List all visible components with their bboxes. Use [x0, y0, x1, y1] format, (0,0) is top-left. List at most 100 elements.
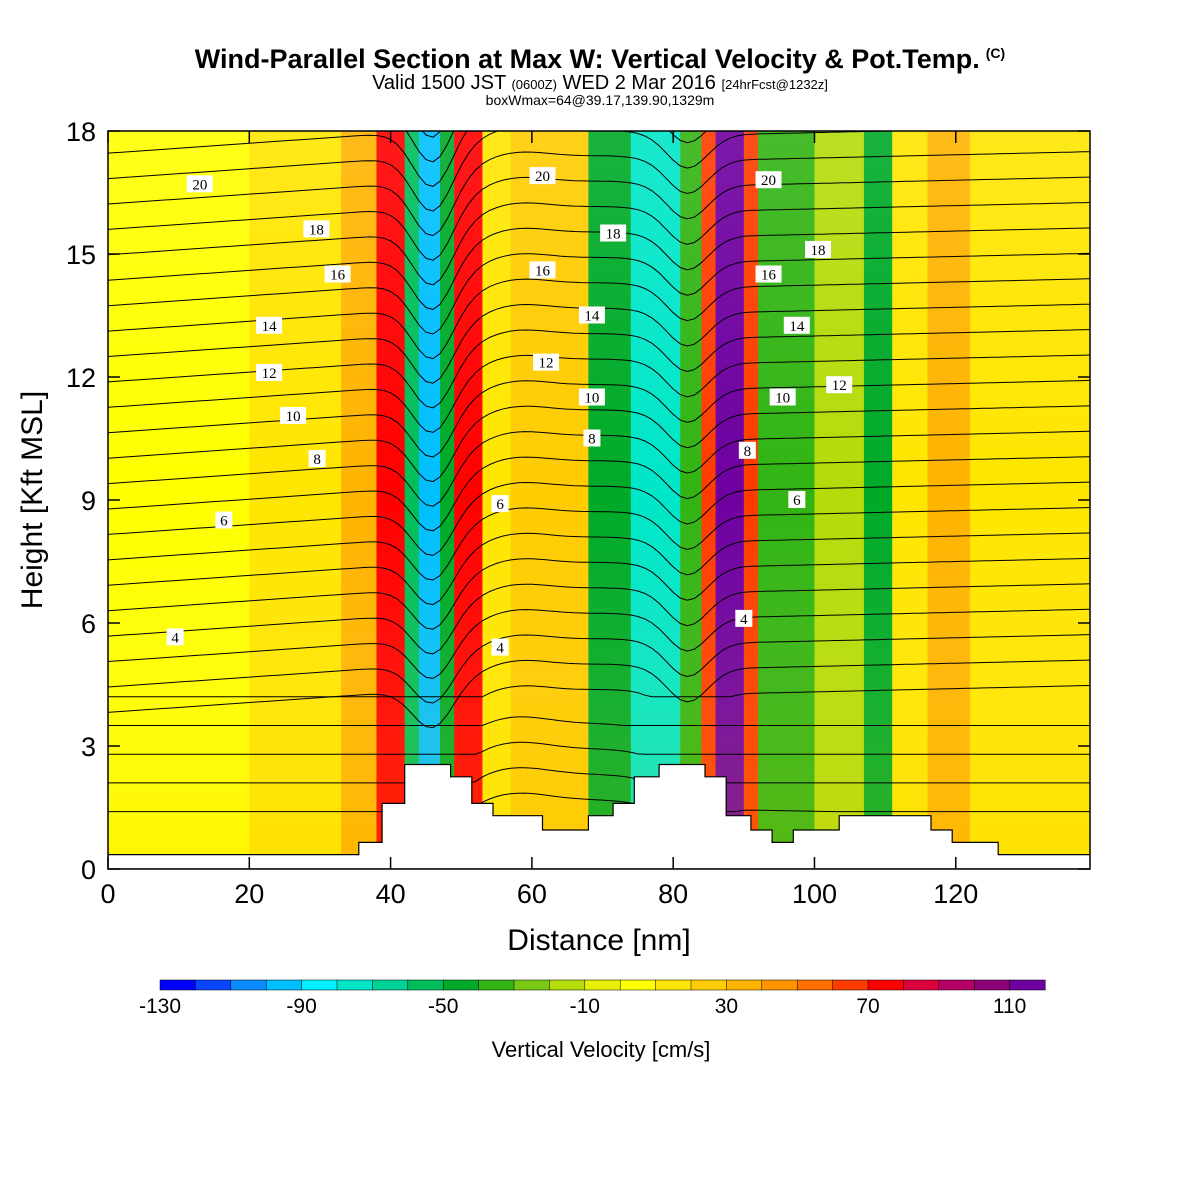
- theta-contour-11: [108, 507, 1090, 581]
- colorbar-label-6: 110: [993, 995, 1026, 1018]
- theta-contour-17: [108, 354, 1090, 433]
- theta-contour-27: [108, 131, 707, 187]
- colorbar-swatch-8: [442, 979, 480, 991]
- theta-contour-22: [108, 227, 1090, 310]
- colorbar-label-1: -90: [286, 995, 316, 1018]
- contour-label-bg-9: [529, 167, 556, 185]
- theta-contour-23: [108, 202, 1090, 286]
- colorbar-swatch-14: [655, 979, 692, 991]
- contour-label-1: 18: [309, 222, 324, 238]
- colorbar-swatch-17: [761, 979, 798, 991]
- contour-label-9: 20: [535, 169, 550, 185]
- x-tick-label-2: 40: [376, 879, 406, 909]
- colorbar-swatch-5: [336, 979, 373, 991]
- theta-contour-8: [108, 583, 1090, 655]
- contour-label-bg-14: [578, 388, 605, 406]
- contour-label-bg-1: [303, 220, 330, 238]
- contour-label-10: 18: [606, 227, 621, 243]
- theta-contour-2: [108, 741, 1090, 755]
- colorbar: -130 -90 -50 -10 30 70 110: [139, 979, 1046, 1018]
- colorbar-label-0: -130: [139, 995, 181, 1018]
- x-tick-label-0: 0: [100, 879, 115, 909]
- contour-label-bg-15: [583, 429, 601, 447]
- terrain-mask: [108, 763, 1090, 869]
- colorbar-swatch-24: [1009, 979, 1046, 991]
- contour-label-bg-25: [788, 491, 806, 508]
- theta-contour-4: [108, 685, 1090, 698]
- contour-label-12: 14: [584, 309, 600, 325]
- contour-label-3: 14: [262, 319, 278, 335]
- y-tick-label-1: 3: [81, 732, 96, 762]
- contour-label-5: 10: [286, 409, 301, 425]
- contour-label-bg-26: [735, 609, 753, 627]
- y-axis: 0 3 6 9 12 15 18: [66, 117, 1090, 885]
- y-axis-title: Height [Kft MSL]: [16, 391, 49, 609]
- contour-label-bg-7: [215, 511, 233, 529]
- theta-contour-3: [108, 716, 1090, 726]
- colorbar-swatch-0: [159, 979, 196, 991]
- contour-label-bg-11: [529, 261, 556, 279]
- theta-contour-7: [108, 608, 1090, 679]
- contour-label-17: 4: [496, 641, 504, 657]
- theta-contour-12: [108, 481, 1090, 556]
- contour-label-bg-19: [805, 240, 832, 258]
- contour-label-22: 12: [832, 378, 847, 394]
- colorbar-label-4: 30: [715, 995, 738, 1018]
- theta-contour-9: [108, 557, 1090, 630]
- colorbar-swatch-9: [478, 979, 515, 991]
- theta-contour-6: [108, 634, 1090, 704]
- contour-label-7: 6: [220, 514, 228, 530]
- contour-label-bg-4: [256, 363, 283, 381]
- colorbar-label-3: -10: [570, 995, 600, 1018]
- x-tick-label-6: 120: [933, 879, 978, 909]
- contour-label-15: 8: [588, 432, 596, 448]
- theta-contour-13: [108, 456, 1090, 532]
- contour-label-bg-0: [186, 175, 213, 193]
- theta-contour-1: [108, 767, 1090, 784]
- colorbar-swatch-20: [867, 979, 904, 991]
- contour-label-bg-5: [280, 406, 307, 424]
- x-tick-label-5: 100: [792, 879, 837, 909]
- contour-label-20: 16: [761, 268, 777, 284]
- x-tick-label-1: 20: [234, 879, 264, 909]
- colorbar-swatch-21: [903, 979, 940, 991]
- contour-label-13: 12: [539, 356, 554, 372]
- theta-contour-24: [108, 176, 1090, 261]
- contour-label-bg-13: [533, 353, 560, 371]
- colorbar-label-2: -50: [428, 995, 458, 1018]
- x-tick-label-4: 80: [658, 879, 688, 909]
- terrain: [108, 763, 1090, 869]
- contour-label-bg-16: [491, 495, 509, 513]
- forecast-info: [24hrFcst@1232z]: [721, 77, 828, 92]
- contour-label-14: 10: [584, 391, 599, 407]
- theta-contour-26: [108, 131, 907, 212]
- colorbar-swatch-3: [265, 979, 303, 991]
- contour-label-bg-12: [578, 306, 605, 324]
- colorbar-swatch-13: [619, 979, 657, 991]
- y-tick-label-6: 18: [66, 117, 96, 147]
- y-tick-label-2: 6: [81, 609, 96, 639]
- colorbar-label-5: 70: [856, 995, 879, 1018]
- theta-contour-25: [108, 151, 1090, 237]
- valid-utc: (0600Z): [511, 77, 557, 92]
- colorbar-swatch-1: [195, 979, 232, 991]
- colorbar-swatch-15: [690, 979, 727, 991]
- chart-title: Wind-Parallel Section at Max W: Vertical…: [194, 44, 1006, 74]
- contour-label-2: 16: [330, 268, 346, 284]
- theta-contours: [108, 131, 1090, 813]
- contour-label-bg-23: [769, 388, 796, 406]
- contour-label-21: 14: [789, 319, 805, 335]
- colorbar-swatch-11: [549, 979, 586, 991]
- field-shading: [108, 131, 1090, 869]
- theta-contour-21: [108, 252, 1090, 335]
- colorbar-swatch-12: [584, 979, 621, 991]
- colorbar-swatch-18: [796, 979, 834, 991]
- colorbar-title: Vertical Velocity [cm/s]: [492, 1037, 711, 1062]
- theta-contour-0: [108, 792, 1090, 813]
- colorbar-swatch-16: [726, 979, 763, 991]
- box-info: boxWmax=64@39.17,139.90,1329m: [485, 92, 715, 108]
- contour-label-bg-3: [256, 316, 283, 334]
- y-tick-label-3: 9: [81, 486, 96, 516]
- contour-label-bg-20: [755, 265, 782, 283]
- theta-contour-16: [108, 379, 1090, 458]
